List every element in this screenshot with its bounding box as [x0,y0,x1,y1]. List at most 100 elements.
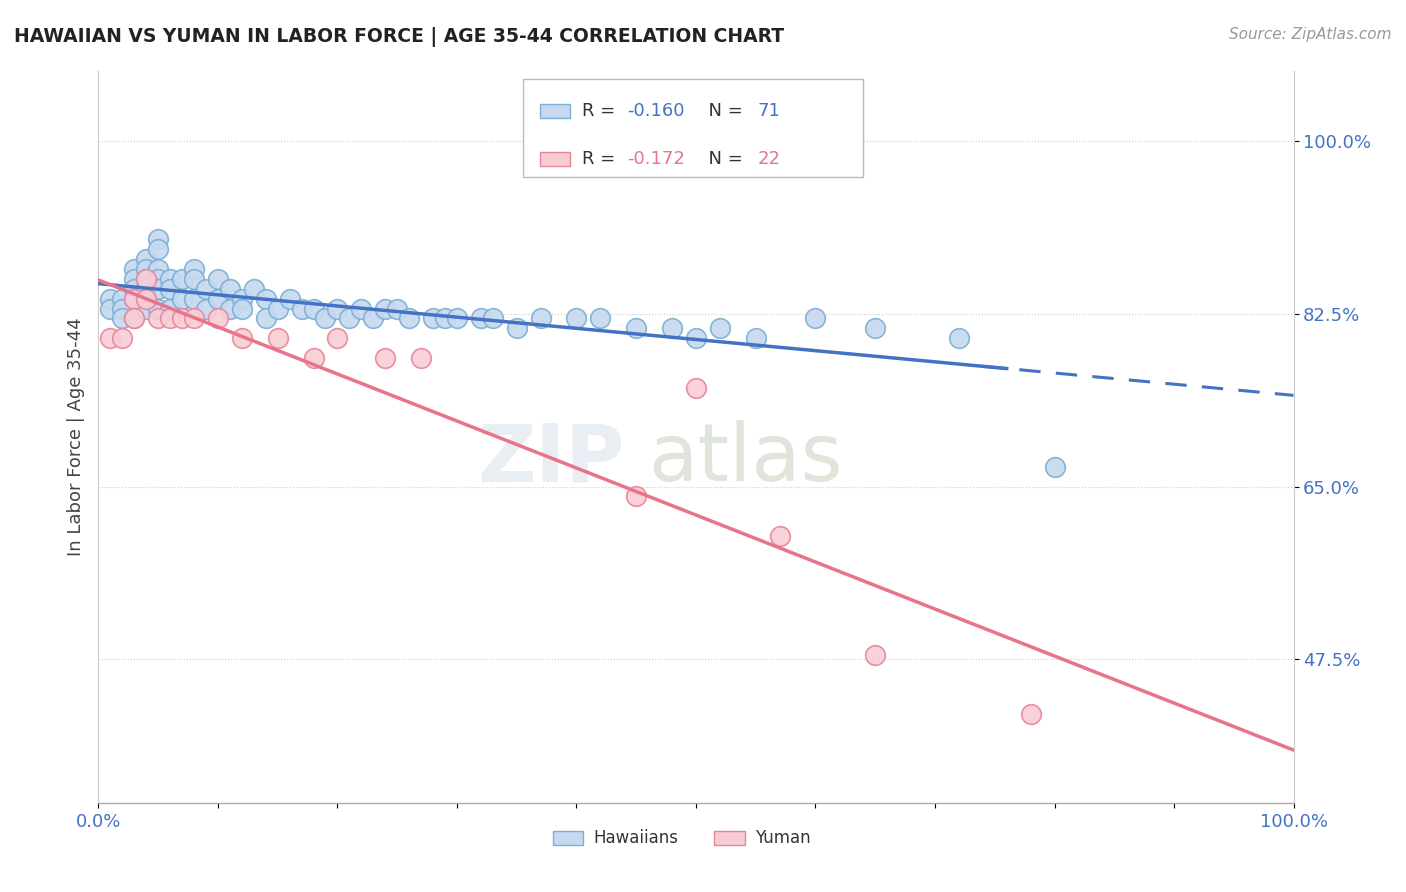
Point [148,282,170,296]
Point [374,301,396,316]
Point [135,262,157,277]
Point [565,311,588,326]
Point [302,351,325,365]
Point [231,331,253,345]
Point [124,311,146,326]
Y-axis label: In Labor Force | Age 35-44: In Labor Force | Age 35-44 [66,318,84,557]
Point [626,489,648,503]
Text: -0.160: -0.160 [627,103,685,120]
Point [685,331,707,345]
FancyBboxPatch shape [523,78,863,178]
Point [530,311,553,326]
Point [124,282,146,296]
Point [339,311,361,326]
Point [685,381,707,395]
Point [172,272,194,286]
Point [865,648,887,662]
Point [172,292,194,306]
Point [267,301,290,316]
Point [589,311,612,326]
Point [98,331,122,345]
Point [470,311,492,326]
Point [481,311,505,326]
Bar [553,831,583,845]
Point [195,301,218,316]
Bar [540,152,571,166]
Point [326,331,349,345]
Point [159,282,181,296]
Point [148,272,170,286]
Text: atlas: atlas [648,420,842,498]
Point [111,301,134,316]
Point [183,292,205,306]
Text: ZIP: ZIP [477,420,624,498]
Point [172,311,194,326]
Bar [540,104,571,118]
Point [135,292,157,306]
Point [135,272,157,286]
Point [661,321,683,335]
Point [422,311,444,326]
Point [278,292,301,306]
Point [111,311,134,326]
Point [219,301,242,316]
Point [768,529,790,543]
Text: R =: R = [582,103,620,120]
Point [148,262,170,277]
Point [374,351,396,365]
Text: 22: 22 [758,150,780,168]
Point [98,301,122,316]
Point [254,292,277,306]
Text: Hawaiians: Hawaiians [593,829,678,847]
Point [411,351,433,365]
Point [207,292,229,306]
Point [159,272,181,286]
Bar [714,831,745,845]
Point [135,252,157,267]
Point [302,301,325,316]
Point [148,242,170,256]
Point [350,301,373,316]
Point [398,311,420,326]
Point [243,282,266,296]
Point [804,311,827,326]
Point [267,331,290,345]
Point [254,311,277,326]
Point [111,292,134,306]
Point [124,292,146,306]
Point [135,272,157,286]
Point [1043,459,1066,474]
Point [124,311,146,326]
Point [111,331,134,345]
Point [745,331,768,345]
Point [183,262,205,277]
Point [135,282,157,296]
Point [195,282,218,296]
Point [363,311,385,326]
Point [207,272,229,286]
Point [626,321,648,335]
Text: N =: N = [697,150,748,168]
Text: R =: R = [582,150,620,168]
Text: 71: 71 [758,103,780,120]
Point [159,311,181,326]
Text: Source: ZipAtlas.com: Source: ZipAtlas.com [1229,27,1392,42]
Point [231,301,253,316]
Point [135,292,157,306]
Point [948,331,970,345]
Point [1019,706,1042,721]
Point [159,301,181,316]
Point [326,301,349,316]
Point [148,232,170,246]
Text: N =: N = [697,103,748,120]
Point [135,301,157,316]
Point [506,321,529,335]
Point [124,292,146,306]
Point [219,282,242,296]
Point [124,262,146,277]
Text: -0.172: -0.172 [627,150,685,168]
Point [434,311,457,326]
Point [148,301,170,316]
Point [183,311,205,326]
Point [231,292,253,306]
